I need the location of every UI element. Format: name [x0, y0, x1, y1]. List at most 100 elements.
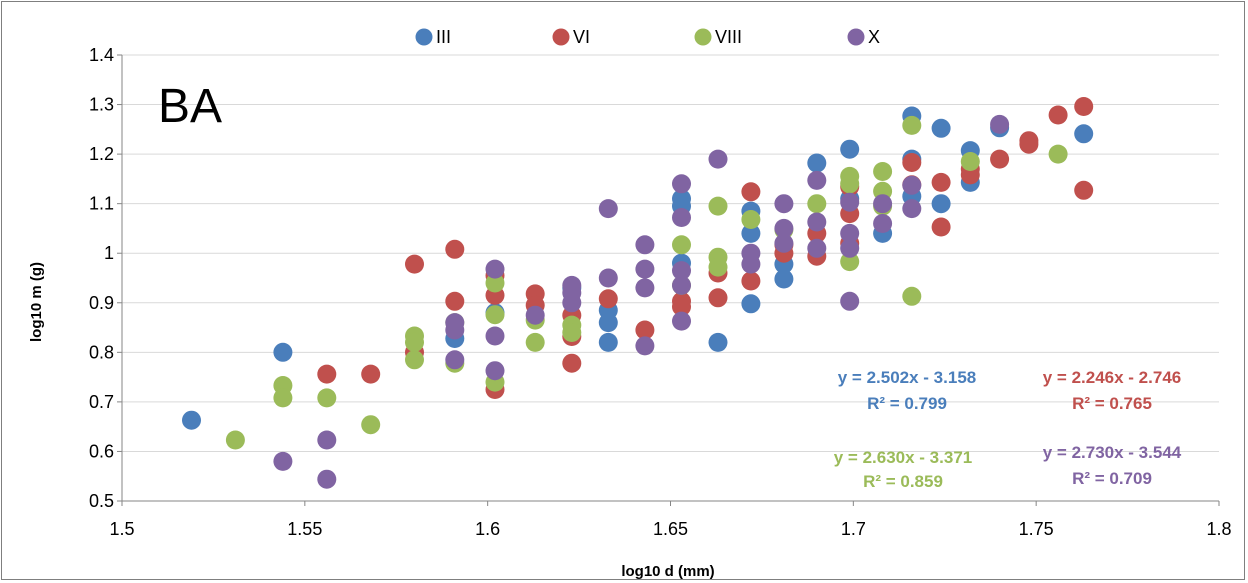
x-tick-label: 1.7 [841, 519, 866, 539]
data-point-vi [361, 364, 381, 384]
data-point-x [672, 174, 691, 194]
data-point-viii [672, 235, 691, 255]
data-point-viii [807, 194, 827, 214]
data-point-vi [562, 353, 582, 373]
data-point-viii [317, 388, 337, 408]
y-tick-label: 0.5 [89, 491, 114, 511]
data-point-x [774, 218, 794, 238]
data-point-vi [1048, 105, 1068, 125]
data-point-viii [405, 350, 424, 370]
data-point-iii [182, 410, 201, 430]
data-point-iii [741, 294, 761, 314]
data-point-vi [598, 289, 618, 309]
y-tick-label: 1.1 [89, 194, 114, 214]
data-point-viii [225, 430, 245, 450]
x-tick-label: 1.5 [109, 519, 134, 539]
data-point-viii [562, 323, 582, 342]
data-point-x [840, 238, 860, 258]
data-point-x [445, 350, 465, 370]
data-point-x [774, 233, 794, 253]
data-point-viii [1048, 144, 1068, 164]
data-point-x [774, 194, 794, 214]
data-point-x [635, 278, 655, 298]
data-point-x [990, 114, 1010, 134]
panel-label: BA [158, 80, 222, 133]
data-point-x [485, 259, 505, 279]
data-point-vi [990, 149, 1010, 169]
y-tick-label: 1 [104, 243, 114, 263]
trendline-r2-iii: R² = 0.799 [867, 394, 947, 413]
y-tick-label: 1.3 [89, 95, 114, 115]
x-tick-label: 1.8 [1206, 519, 1231, 539]
data-point-x [317, 430, 337, 450]
x-tick-label: 1.65 [653, 519, 688, 539]
data-point-x [741, 254, 761, 274]
legend-marker-x [847, 28, 865, 46]
data-point-x [902, 199, 922, 219]
data-point-viii [273, 388, 293, 408]
legend-marker-iii [415, 28, 433, 46]
data-points [182, 97, 1094, 489]
trendline-r2-x: R² = 0.709 [1072, 469, 1152, 488]
data-point-x [317, 469, 337, 489]
data-point-x [672, 261, 691, 281]
legend-label-vi: VI [573, 27, 590, 47]
data-point-iii [807, 153, 827, 173]
data-point-vi [741, 182, 761, 202]
data-point-vi [405, 254, 424, 274]
y-axis-title: log10 m (g) [28, 262, 45, 342]
data-point-iii [840, 139, 860, 159]
data-point-x [840, 291, 860, 311]
data-point-x [873, 214, 893, 233]
data-point-viii [741, 210, 761, 229]
data-point-viii [525, 332, 545, 352]
data-point-vi [931, 172, 951, 192]
x-tick-label: 1.75 [1019, 519, 1054, 539]
data-point-x [635, 336, 655, 356]
legend-label-iii: III [436, 27, 451, 47]
data-point-viii [873, 162, 893, 181]
data-point-viii [902, 286, 922, 306]
data-point-iii [1074, 124, 1094, 144]
data-point-x [807, 170, 827, 190]
data-point-vi [1074, 180, 1094, 200]
data-point-vi [902, 153, 922, 172]
data-point-viii [708, 196, 728, 216]
legend-marker-viii [694, 28, 712, 46]
data-point-x [635, 235, 655, 255]
x-axis-title: log10 d (mm) [621, 563, 714, 580]
data-point-x [273, 451, 293, 471]
data-point-x [840, 223, 860, 243]
y-tick-label: 1.4 [89, 45, 114, 65]
data-point-x [672, 208, 691, 227]
data-point-viii [405, 332, 424, 352]
x-tick-label: 1.6 [475, 519, 500, 539]
data-point-iii [931, 194, 951, 214]
data-point-vi [1019, 134, 1039, 154]
data-point-viii [485, 305, 505, 325]
y-tick-label: 0.6 [89, 441, 114, 461]
data-point-viii [485, 273, 505, 293]
gridlines [122, 54, 1219, 452]
data-point-iii [598, 332, 618, 352]
legend-label-x: X [868, 27, 880, 47]
data-point-x [562, 293, 582, 313]
axes: 0.5 0.6 0.7 0.8 0.9 1 1.1 1.2 1.3 1.4 1.5 1.55 1.6 1.… [89, 45, 1232, 539]
y-tick-label: 0.7 [89, 392, 114, 412]
data-point-vi [635, 320, 655, 340]
y-tick-label: 1.2 [89, 144, 114, 164]
y-tick-label: 0.9 [89, 293, 114, 313]
data-point-vi [445, 291, 465, 311]
data-point-x [598, 199, 618, 219]
y-tick-label: 0.8 [89, 342, 114, 362]
legend-label-viii: VIII [715, 27, 742, 47]
data-point-vi [317, 364, 337, 384]
data-point-x [840, 192, 860, 212]
data-point-iii [774, 269, 794, 289]
data-point-vi [1074, 97, 1094, 116]
data-point-iii [931, 118, 951, 138]
data-point-vi [708, 288, 728, 308]
x-tick-label: 1.55 [287, 519, 322, 539]
